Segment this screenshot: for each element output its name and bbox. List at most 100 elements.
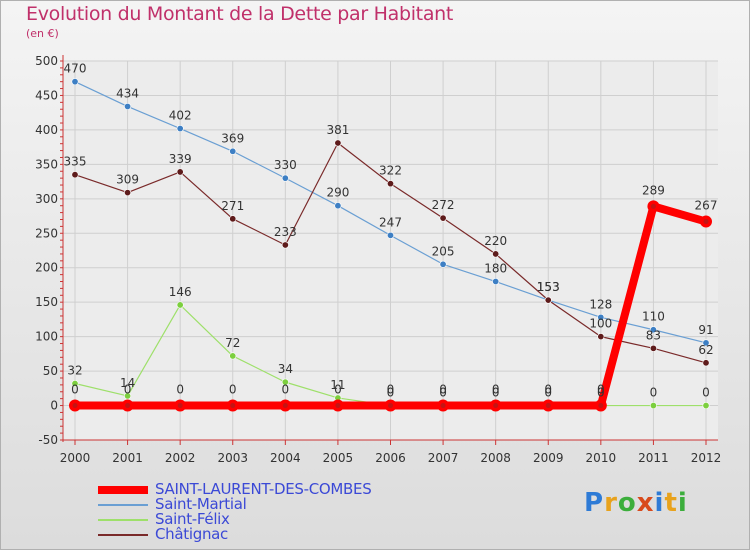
x-tick-label: 2002 — [165, 451, 196, 465]
data-label: 153 — [537, 280, 560, 294]
y-tick-label: 0 — [50, 399, 58, 413]
x-tick-label: 2011 — [638, 451, 669, 465]
legend-item: SAINT-LAURENT-DES-COMBES — [98, 480, 418, 498]
data-label: 267 — [695, 199, 718, 213]
y-tick-label: 400 — [35, 123, 58, 137]
data-point-center — [650, 203, 656, 209]
data-label: 434 — [116, 86, 139, 100]
data-label: 0 — [71, 383, 79, 397]
data-point — [334, 139, 342, 147]
data-label: 289 — [642, 183, 665, 197]
data-label: 322 — [379, 164, 402, 178]
data-label: 0 — [492, 383, 500, 397]
legend-item: Saint-Martial — [98, 495, 418, 513]
data-label: 180 — [484, 262, 507, 276]
data-point-center — [598, 403, 604, 409]
data-label: 146 — [169, 285, 192, 299]
data-point — [702, 339, 710, 347]
data-label: 110 — [642, 310, 665, 324]
x-tick-label: 2004 — [270, 451, 301, 465]
data-point — [176, 125, 184, 133]
data-label: 100 — [589, 317, 612, 331]
data-label: 0 — [124, 383, 132, 397]
data-label: 0 — [597, 386, 605, 400]
x-tick-label: 2001 — [112, 451, 143, 465]
data-label: 0 — [702, 386, 710, 400]
data-point-center — [125, 403, 131, 409]
logo-letter: P — [584, 488, 605, 518]
data-point — [124, 102, 132, 110]
data-label: 0 — [650, 386, 658, 400]
data-point — [176, 301, 184, 309]
data-point-center — [388, 403, 393, 409]
data-point — [702, 402, 710, 410]
data-label: 220 — [484, 234, 507, 248]
data-label: 0 — [492, 386, 500, 400]
data-label: 14 — [120, 376, 135, 390]
legend-swatch — [98, 534, 148, 536]
data-point — [229, 352, 237, 360]
data-point-center — [177, 403, 183, 409]
data-point — [649, 326, 657, 334]
x-tick-label: 2007 — [428, 451, 459, 465]
data-point-center — [230, 403, 236, 409]
data-label: 11 — [330, 378, 345, 392]
data-point-center — [440, 403, 446, 409]
x-tick-label: 2010 — [586, 451, 617, 465]
data-point — [124, 189, 132, 197]
data-label: 0 — [439, 386, 447, 400]
data-label: 0 — [387, 383, 395, 397]
legend-swatch — [98, 504, 148, 506]
chart-subtitle: (en €) — [26, 27, 59, 40]
data-point-center — [545, 403, 551, 409]
data-label: 271 — [221, 199, 244, 213]
x-tick-label: 2005 — [323, 451, 354, 465]
data-point — [281, 378, 289, 386]
data-point — [544, 296, 552, 304]
chart-title: Evolution du Montant de la Dette par Hab… — [26, 3, 454, 25]
data-point — [281, 174, 289, 182]
logo-letter: i — [677, 488, 688, 518]
data-label: 0 — [439, 383, 447, 397]
data-point — [386, 231, 394, 239]
data-label: 0 — [229, 383, 237, 397]
y-tick-label: -50 — [38, 433, 58, 447]
data-label: 309 — [116, 173, 139, 187]
data-point — [229, 147, 237, 155]
data-label: 153 — [537, 280, 560, 294]
y-tick-label: 500 — [35, 54, 58, 68]
data-point — [281, 241, 289, 249]
y-tick-label: 350 — [35, 157, 58, 171]
data-label: 128 — [589, 297, 612, 311]
data-point — [597, 313, 605, 321]
data-point-center — [335, 403, 341, 409]
data-point — [334, 202, 342, 210]
data-label: 247 — [379, 215, 402, 229]
logo-letter: o — [617, 488, 637, 518]
data-label: 83 — [646, 328, 661, 342]
data-point — [71, 379, 79, 387]
data-point — [124, 392, 132, 400]
y-tick-label: 100 — [35, 330, 58, 344]
data-label: 32 — [67, 363, 82, 377]
data-point — [439, 214, 447, 222]
data-point — [597, 333, 605, 341]
y-tick-label: 300 — [35, 192, 58, 206]
logo-letter: i — [654, 488, 665, 518]
data-point — [649, 344, 657, 352]
data-label: 330 — [274, 158, 297, 172]
data-label: 272 — [432, 198, 455, 212]
data-point — [702, 359, 710, 367]
data-label: 205 — [432, 244, 455, 258]
x-tick-label: 2000 — [60, 451, 91, 465]
data-label: 62 — [698, 343, 713, 357]
x-tick-label: 2012 — [691, 451, 722, 465]
x-tick-label: 2008 — [480, 451, 511, 465]
x-tick-label: 2009 — [533, 451, 564, 465]
data-point-center — [282, 403, 288, 409]
data-label: 0 — [544, 386, 552, 400]
x-tick-label: 2003 — [217, 451, 248, 465]
legend-label: Saint-Martial — [155, 495, 247, 513]
logo-letter: r — [604, 488, 618, 518]
